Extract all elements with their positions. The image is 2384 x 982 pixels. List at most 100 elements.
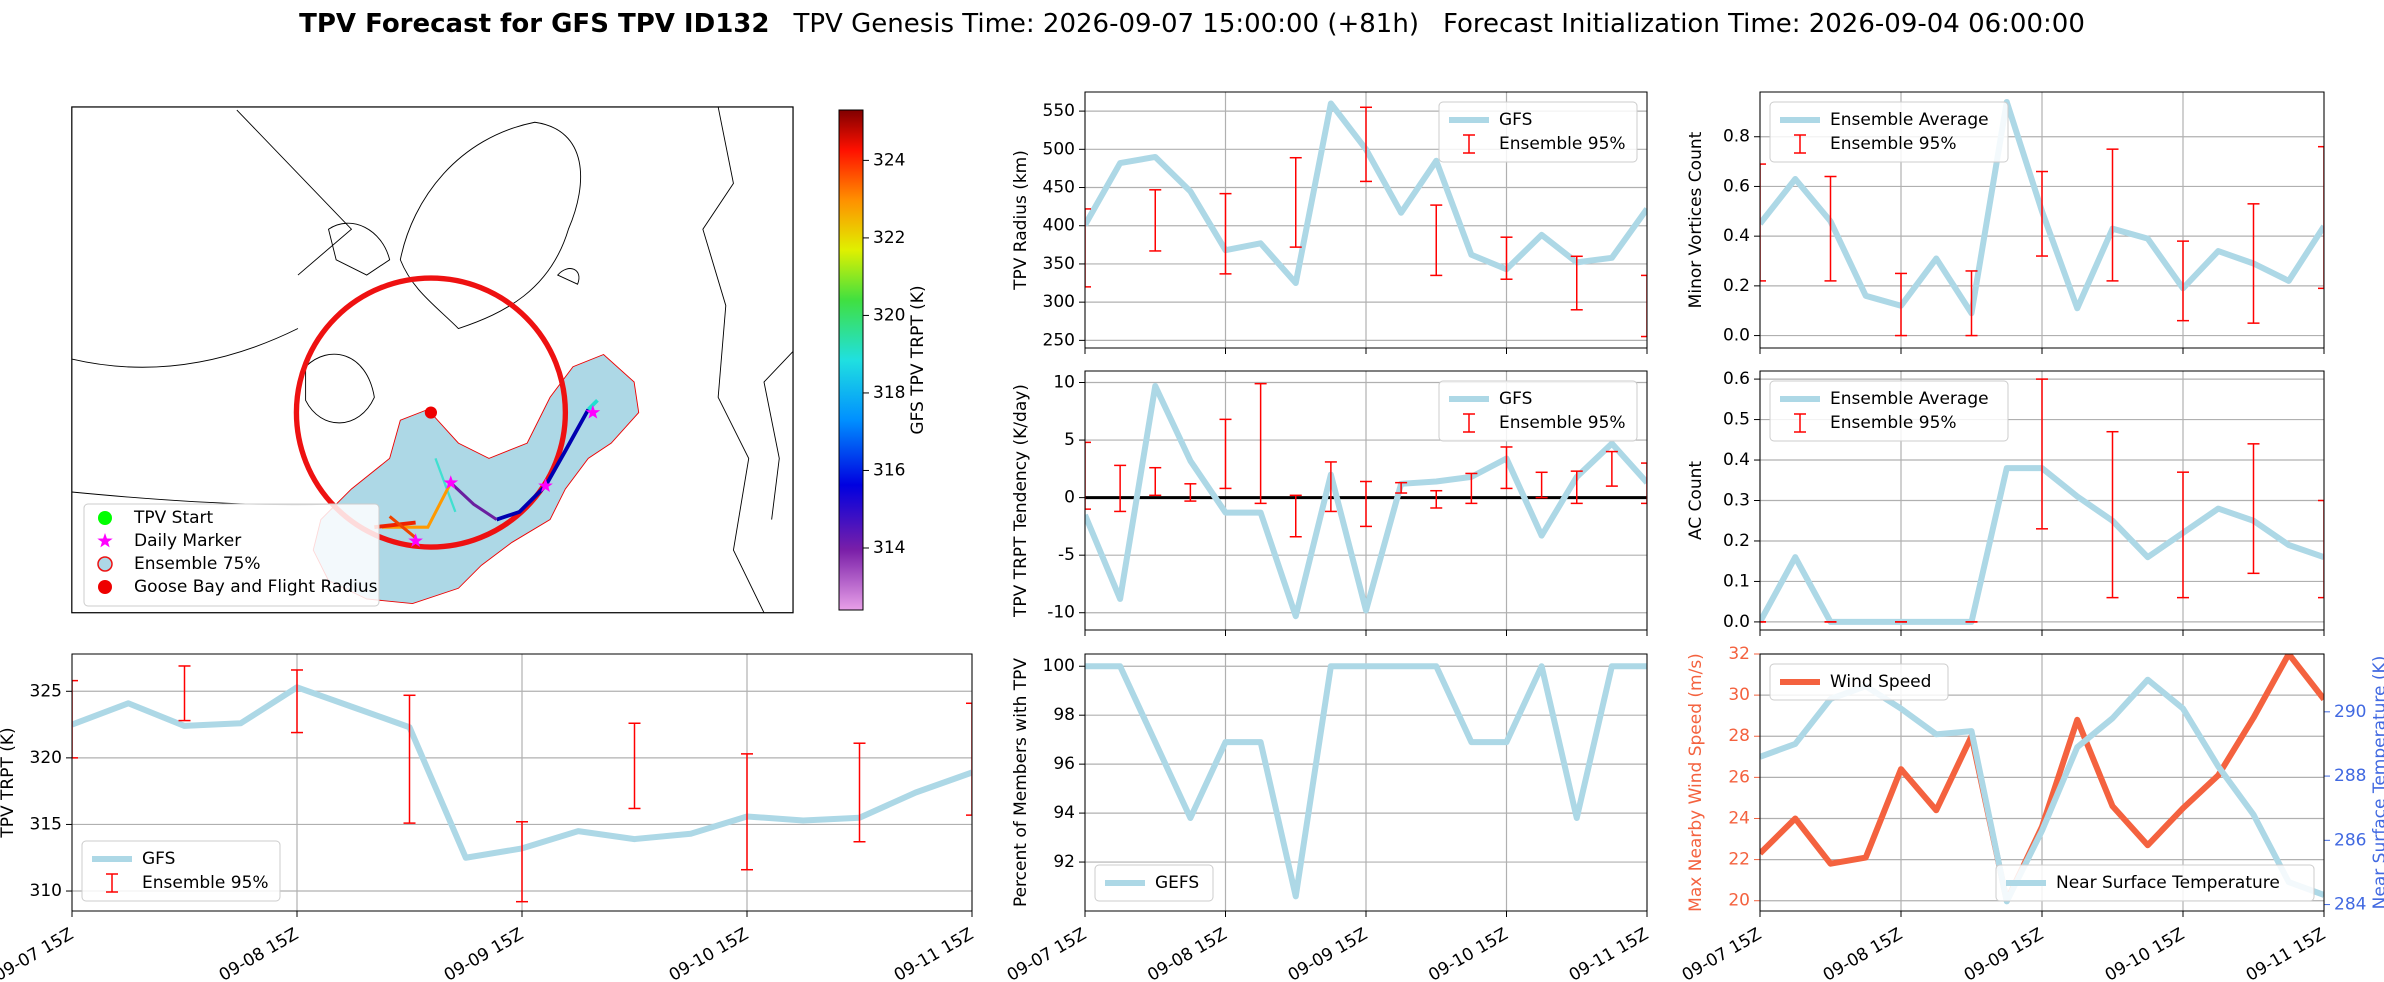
- y-tick-label: 250: [1043, 330, 1075, 350]
- y-tick-label: 92: [1053, 852, 1075, 872]
- series-line: [1085, 663, 1647, 900]
- y-tick-label: 0.2: [1723, 276, 1750, 296]
- legend-box: [1094, 864, 1214, 902]
- y-axis-label: Minor Vortices Count: [1686, 131, 1706, 308]
- plot-area: [1085, 100, 1647, 338]
- greenland: [399, 121, 582, 330]
- plot-frame: [1084, 91, 1648, 349]
- y-tick-label: 5: [1064, 430, 1075, 450]
- colorbar: [838, 109, 864, 611]
- y-axis-label: Max Nearby Wind Speed (m/s): [1686, 653, 1706, 912]
- x-tick-label: 09-11 15Z: [1566, 924, 1652, 982]
- y-axis-label: TPV Radius (km): [1011, 150, 1031, 291]
- y-tick-label: 10: [1053, 373, 1075, 393]
- x-tick-label: 09-08 15Z: [1144, 924, 1230, 982]
- y2-tick-label: 286: [2334, 830, 2366, 850]
- x-tick-label: 09-09 15Z: [1285, 924, 1371, 982]
- track: [381, 482, 453, 529]
- track: [449, 481, 498, 521]
- y-tick-label: 0.6: [1723, 369, 1750, 389]
- y-axis-label: TPV TRPT (K): [0, 727, 18, 838]
- map-frame: [71, 106, 794, 614]
- y2-tick-label: 288: [2334, 766, 2366, 786]
- y-axis-label: TPV TRPT Tendency (K/day): [1011, 384, 1031, 618]
- coast: [702, 106, 765, 613]
- plot-frame: [1759, 370, 2325, 631]
- colorbar-tick-label: 322: [873, 228, 905, 248]
- legend-symbol: [97, 533, 113, 548]
- legend-label: GFS: [1499, 110, 1532, 130]
- y-tick-label: 350: [1043, 254, 1075, 274]
- plot-frame: [1759, 653, 2325, 912]
- y-tick-label: 0.2: [1723, 531, 1750, 551]
- y2-tick-label: 284: [2334, 895, 2366, 915]
- y-tick-label: 96: [1053, 754, 1075, 774]
- legend-label: Ensemble Average: [1830, 389, 1989, 409]
- y-tick-label: 320: [30, 748, 62, 768]
- y-tick-label: -5: [1058, 545, 1075, 565]
- y-tick-label: 0.0: [1723, 612, 1750, 632]
- legend-symbol: [97, 556, 113, 572]
- y-axis-label: Percent of Members with TPV: [1011, 658, 1031, 907]
- plot-frame: [1759, 91, 2325, 349]
- y-tick-label: 315: [30, 814, 62, 834]
- y-tick-label: 32: [1728, 644, 1750, 664]
- daily-marker: [443, 475, 459, 489]
- colorbar-tick-label: 314: [873, 538, 905, 558]
- y-tick-label: 28: [1728, 726, 1750, 746]
- y-tick-label: 300: [1043, 292, 1075, 312]
- y-tick-label: 94: [1053, 803, 1075, 823]
- hudson-bay: [305, 353, 375, 424]
- colorbar-label: GFS TPV TRPT (K): [908, 285, 928, 434]
- plot-frame: [1084, 653, 1648, 912]
- flight-radius: [293, 275, 569, 550]
- title-init: Forecast Initialization Time: 2026-09-04…: [1443, 9, 2085, 39]
- y-tick-label: 500: [1043, 139, 1075, 159]
- legend-label: Ensemble 95%: [1830, 134, 1957, 154]
- series-line: [1085, 382, 1647, 620]
- x-tick-label: 09-11 15Z: [891, 924, 977, 982]
- y-tick-label: 0.1: [1723, 571, 1750, 591]
- title-main: TPV Forecast for GFS TPV ID132: [299, 9, 769, 39]
- x-tick-label: 09-09 15Z: [1961, 924, 2047, 982]
- y-tick-label: 20: [1728, 891, 1750, 911]
- legend-label: GFS: [1499, 389, 1532, 409]
- legend-symbol: [98, 580, 112, 594]
- legend-label: Ensemble 95%: [142, 873, 269, 893]
- y-tick-label: 400: [1043, 216, 1075, 236]
- colorbar-tick-label: 316: [873, 460, 905, 480]
- legend-label: Wind Speed: [1830, 672, 1931, 692]
- legend-label: Near Surface Temperature: [2056, 873, 2280, 893]
- plot-frame: [1084, 370, 1648, 631]
- y-tick-label: 30: [1728, 685, 1750, 705]
- plot-frame: [71, 653, 973, 912]
- legend-box: [1995, 864, 2315, 902]
- legend-label: Ensemble 95%: [1830, 413, 1957, 433]
- x-tick-label: 09-10 15Z: [1425, 924, 1511, 982]
- y-tick-label: 0.4: [1723, 450, 1750, 470]
- x-tick-label: 09-10 15Z: [666, 924, 752, 982]
- plot-area: [1760, 98, 2324, 337]
- y2-tick-label: 290: [2334, 702, 2366, 722]
- y-tick-label: 325: [30, 681, 62, 701]
- daily-markers: [408, 404, 601, 548]
- y-tick-label: 550: [1043, 101, 1075, 121]
- y-tick-label: 450: [1043, 178, 1075, 198]
- map-content: [71, 106, 794, 613]
- daily-marker: [408, 533, 423, 548]
- y-tick-label: 22: [1728, 850, 1750, 870]
- x-tick-label: 09-08 15Z: [1820, 924, 1906, 982]
- legend-box: [1769, 101, 2009, 163]
- x-tick-label: 09-07 15Z: [0, 924, 77, 982]
- y-tick-label: 0.5: [1723, 410, 1750, 430]
- x-tick-label: 09-07 15Z: [1679, 924, 1765, 982]
- y-tick-label: 24: [1728, 808, 1750, 828]
- plot-area: [1085, 382, 1647, 620]
- daily-marker: [538, 478, 553, 493]
- legend-label: GFS: [142, 849, 175, 869]
- plot-area: [1760, 378, 2324, 625]
- colorbar-tick-label: 320: [873, 305, 905, 325]
- y-tick-label: 26: [1728, 767, 1750, 787]
- legend-label: Ensemble 75%: [134, 554, 261, 574]
